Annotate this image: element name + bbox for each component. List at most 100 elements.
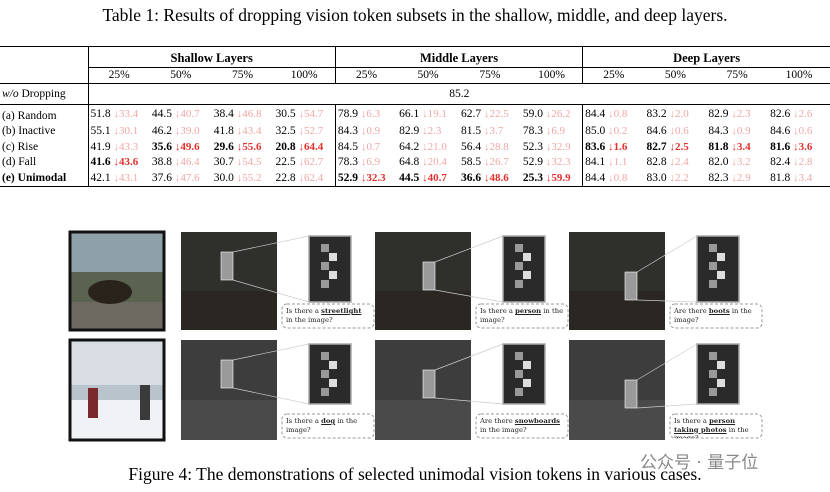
cell: 81.5 ↓3.7 [459,124,521,140]
question-keyword: streetlight [321,307,362,315]
drop: ↓3.4 [793,171,813,184]
zoom-token [321,262,329,270]
cell: 64.2 ↓21.0 [397,139,459,155]
cell: 46.2 ↓39.0 [150,124,212,140]
data-row: (e) Unimodal 42.1 ↓43.1 37.6 ↓47.6 30.0 ↓55… [0,170,830,187]
value: 51.8 [90,108,111,121]
value: 82.6 [770,108,791,121]
value: 78.9 [337,108,358,121]
zoom-token [523,271,531,279]
zoom-token [321,352,329,360]
drop: ↓43.1 [113,171,139,184]
person [88,388,98,418]
value: 42.1 [90,171,111,184]
question-suffix: in the image? [480,307,566,324]
drop: ↓64.4 [298,140,324,153]
zoom-token [709,370,717,378]
cell: 82.8 ↓2.4 [644,155,706,171]
drop: ↓32.3 [545,156,571,169]
drop: ↓2.4 [669,156,689,169]
photo-sky [70,232,164,272]
bubble [669,303,763,329]
zoom-token [523,379,531,387]
question-keyword: dog [321,417,336,425]
header-row: Shallow Layers Middle Layers Deep Layers [0,46,830,68]
drop: ↓46.4 [174,156,200,169]
value: 82.4 [770,156,791,169]
cell: 84.3 ↓0.9 [706,124,768,140]
group-header: Middle Layers [334,46,583,68]
drop: ↓40.7 [422,171,447,184]
label-text: Dropping [21,88,66,100]
value: 46.2 [151,125,172,138]
drop: ↓32.9 [545,140,571,153]
drop: ↓32.3 [360,171,386,184]
drop: ↓3.4 [731,140,751,153]
bubble [669,413,763,439]
zoom-token [709,388,717,396]
value: 62.7 [461,108,482,121]
zoom-token [329,361,337,369]
cell: 84.6 ↓0.6 [768,124,830,140]
zoom-token [321,370,329,378]
token-patch [422,261,436,291]
ratio-header: 75% [706,67,769,84]
cell: 20.8 ↓64.4 [274,139,336,155]
drop: ↓0.7 [360,140,381,153]
zoom-token [523,361,531,369]
drop: ↓59.9 [545,171,571,184]
zoom-line [434,289,504,303]
zoom-line [636,403,698,409]
bubble-text-box: Is there a person taking photos in the i… [674,417,749,438]
masked-ground [375,290,471,330]
value: 35.6 [151,140,172,153]
cell: 81.8 ↓3.4 [706,139,768,155]
cell: 52.9 ↓32.3 [334,170,398,187]
ratio-header: 50% [644,67,707,84]
value: 64.2 [399,140,420,153]
drop: ↓0.8 [608,108,628,121]
value: 59.0 [522,108,543,121]
drop: ↓0.2 [608,125,628,138]
ratio-header: 75% [459,67,521,84]
row-label: (b) Inactive [2,125,56,138]
token-patch [422,369,436,399]
value: 55.1 [90,125,111,138]
zoom-token [717,253,725,261]
value: 56.4 [461,140,482,153]
drop: ↓2.0 [669,108,689,121]
value: 41.6 [90,156,111,169]
cell: 32.5 ↓52.7 [274,124,336,140]
value: 84.4 [585,108,606,121]
cell: 56.4 ↓28.8 [459,139,521,155]
cell: 35.6 ↓49.6 [150,139,212,155]
zoom-token [515,280,523,288]
cell: 30.0 ↓55.2 [211,170,274,187]
zoom-token [717,271,725,279]
cell: 37.6 ↓47.6 [149,170,212,187]
bubble-text-box: Are there snowboards in the image? [480,417,560,434]
baseline-value: 85.2 [87,83,830,105]
value: 38.4 [213,108,234,121]
drop: ↓54.5 [236,156,262,169]
zoom-token [321,280,329,288]
drop: ↓30.1 [113,125,139,138]
cell: 82.4 ↓2.8 [768,155,830,171]
cell: 82.3 ↓2.9 [706,170,769,187]
cell: 81.6 ↓3.6 [768,139,830,155]
drop: ↓47.6 [174,171,200,184]
drop: ↓0.6 [793,125,813,138]
value: 83.6 [585,140,606,153]
value: 25.3 [522,171,543,184]
zoom-token [717,361,725,369]
drop: ↓48.6 [484,171,509,184]
value: 37.6 [151,171,172,184]
value: 22.8 [275,171,296,184]
zoom-box [696,343,740,405]
drop: ↓0.9 [360,125,381,138]
question-prefix: Is there a [480,307,516,315]
drop: ↓43.6 [113,156,139,169]
value: 36.6 [461,171,482,184]
drop: ↓3.7 [484,125,504,138]
value: 81.8 [770,171,791,184]
